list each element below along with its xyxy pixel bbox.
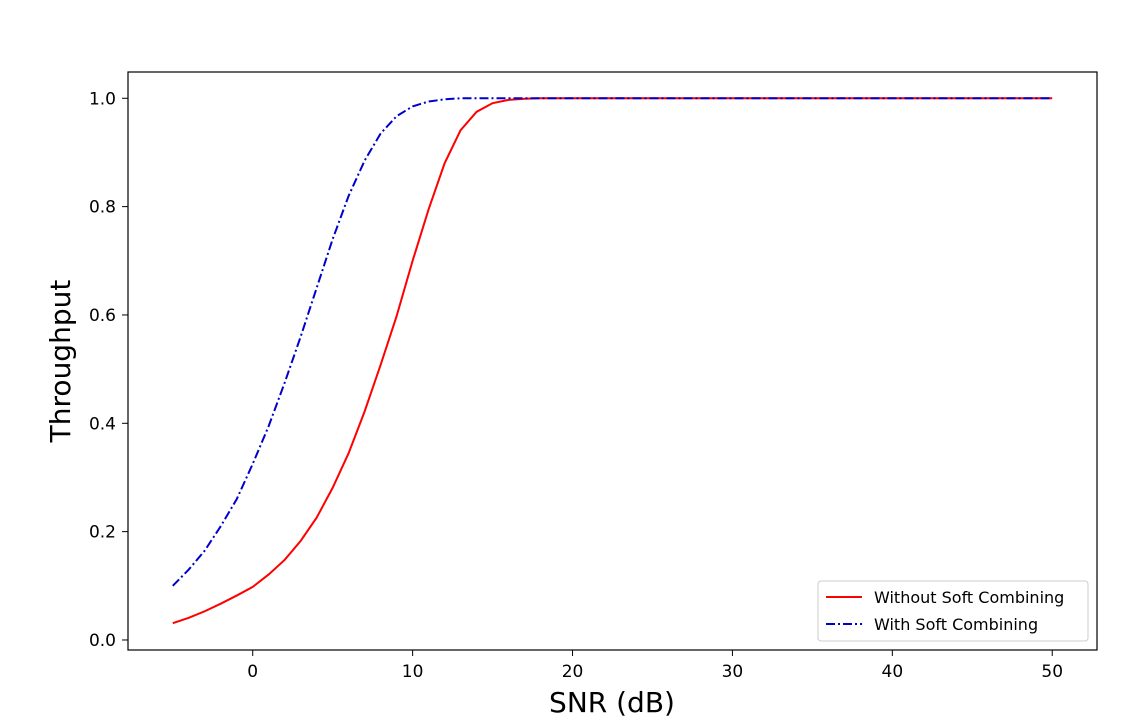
y-tick-label: 0.0	[89, 631, 116, 651]
x-axis-label: SNR (dB)	[549, 686, 675, 719]
legend-box	[817, 580, 1089, 642]
x-tick-label: 40	[882, 662, 904, 682]
x-tick-label: 30	[722, 662, 744, 682]
y-axis-ticks: 0.0 0.2 0.4 0.6 0.8 1.0	[89, 89, 128, 651]
series-layer	[172, 97, 1053, 625]
y-tick-label: 0.4	[89, 414, 116, 434]
x-tick-label: 10	[402, 662, 424, 682]
y-axis-label: Throughput	[44, 280, 77, 444]
x-tick-label: 0	[247, 662, 258, 682]
plot-frame	[127, 71, 1098, 651]
y-tick-label: 0.2	[89, 523, 116, 543]
plot-area	[128, 72, 1097, 650]
series-line-with-soft-combining	[172, 97, 1053, 587]
x-axis-ticks: 0 10 20 30 40 50	[247, 650, 1063, 682]
x-tick-label: 20	[562, 662, 584, 682]
y-tick-label: 1.0	[89, 89, 116, 109]
y-tick-label: 0.8	[89, 198, 116, 218]
legend-label-without-soft-combining: Without Soft Combining	[874, 588, 1064, 607]
legend: Without Soft Combining With Soft Combini…	[817, 580, 1089, 642]
x-tick-label: 50	[1041, 662, 1063, 682]
y-tick-label: 0.6	[89, 306, 116, 326]
legend-label-with-soft-combining: With Soft Combining	[874, 615, 1038, 634]
